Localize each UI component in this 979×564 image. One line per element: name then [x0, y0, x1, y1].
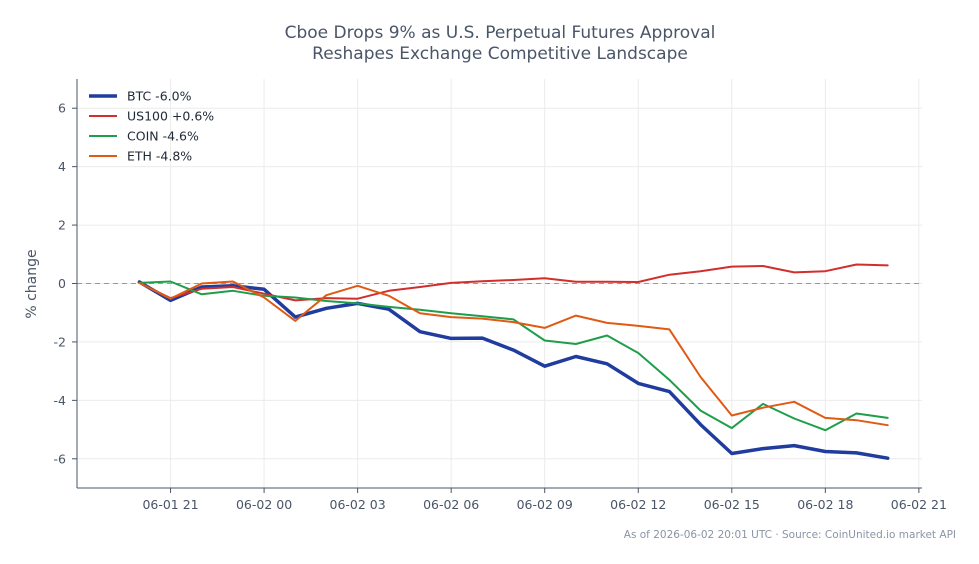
x-tick-label: 06-02 21 — [891, 497, 947, 512]
x-tick-label: 06-02 12 — [610, 497, 666, 512]
y-tick-label: 4 — [58, 159, 66, 174]
footer-source-note: As of 2026-06-02 20:01 UTC · Source: Coi… — [624, 529, 956, 541]
x-tick-label: 06-02 03 — [330, 497, 386, 512]
y-tick-label: -6 — [54, 451, 67, 466]
legend-label-coin: COIN -4.6% — [127, 129, 199, 144]
y-tick-label: 6 — [58, 101, 66, 116]
x-tick-label: 06-02 15 — [704, 497, 760, 512]
series-line-btc — [137, 280, 890, 460]
chart-title-line-1: Cboe Drops 9% as U.S. Perpetual Futures … — [285, 23, 716, 43]
axes — [72, 79, 922, 493]
legend-label-us100: US100 +0.6% — [127, 109, 214, 124]
tick-labels: 06-01 21 06-02 00 06-02 03 06-02 06 06-02 09… — [54, 101, 947, 512]
x-tick-label: 06-02 18 — [797, 497, 853, 512]
series-line-us100 — [138, 263, 889, 302]
y-tick-label: 0 — [58, 276, 66, 291]
x-tick-label: 06-01 21 — [142, 497, 198, 512]
legend-label-btc: BTC -6.0% — [127, 89, 192, 104]
x-tick-label: 06-02 00 — [236, 497, 292, 512]
chart-title-line-2: Reshapes Exchange Competitive Landscape — [312, 44, 688, 64]
legend-label-eth: ETH -4.8% — [127, 149, 192, 164]
series-lines — [137, 263, 890, 460]
series-line-coin — [138, 280, 889, 432]
legend: BTC -6.0% US100 +0.6% COIN -4.6% ETH -4.8% — [89, 89, 214, 164]
y-tick-label: 2 — [58, 218, 66, 233]
x-tick-label: 06-02 06 — [423, 497, 479, 512]
series-line-eth — [138, 280, 889, 427]
y-tick-label: -2 — [54, 334, 66, 349]
y-axis-label: % change — [24, 249, 40, 318]
x-tick-label: 06-02 09 — [517, 497, 573, 512]
y-tick-label: -4 — [54, 393, 67, 408]
